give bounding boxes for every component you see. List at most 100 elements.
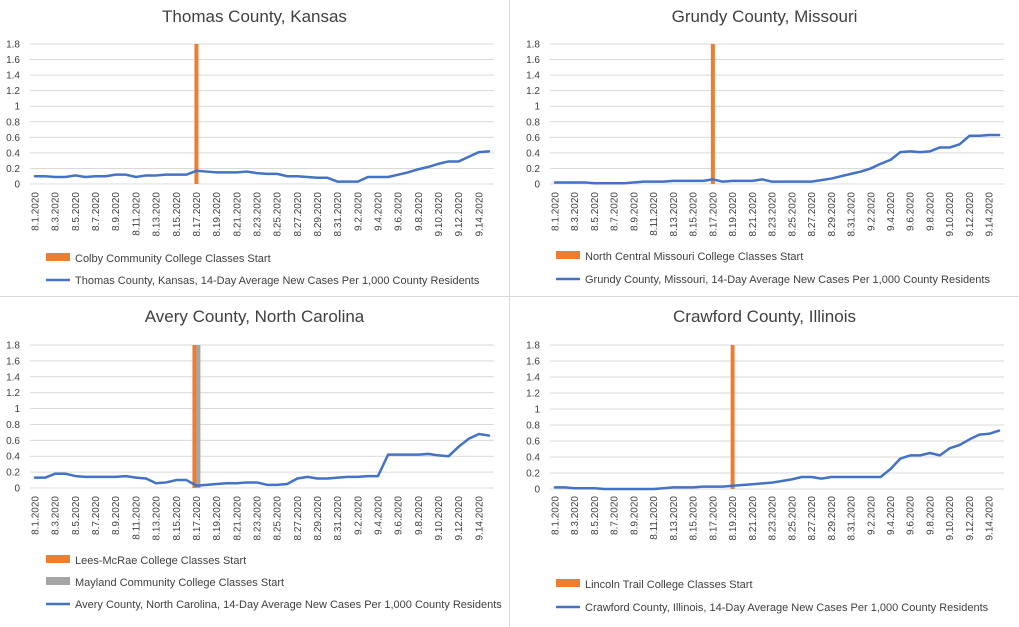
chart-svg: Thomas County, Kansas 1.8 1.6 1.4 1.2 1 0.8 0.6… bbox=[6, 7, 494, 287]
y-tick-label: 1.8 bbox=[526, 40, 540, 51]
x-tick-label: 9.4.2020 bbox=[374, 496, 385, 535]
chart-panel-crawford-county: Crawford County, Illinois 1.8 1.6 1.4 1.2 1 0.… bbox=[510, 297, 1019, 627]
x-tick-label: 8.15.2020 bbox=[172, 192, 183, 237]
x-tick-label: 8.9.2020 bbox=[111, 496, 122, 535]
y-tick-label: 0.6 bbox=[6, 133, 20, 144]
x-tick-label: 8.9.2020 bbox=[629, 192, 640, 231]
x-tick-label: 8.23.2020 bbox=[768, 192, 779, 237]
y-tick-label: 1 bbox=[534, 102, 540, 113]
y-tick-label: 0.2 bbox=[6, 468, 20, 479]
x-tick-label: 8.3.2020 bbox=[570, 496, 581, 535]
x-tick-label: 8.11.2020 bbox=[649, 496, 660, 540]
legend-label: Lees-McRae College Classes Start bbox=[75, 555, 246, 567]
y-tick-label: 0 bbox=[534, 485, 540, 496]
class-start-bar bbox=[710, 44, 715, 184]
y-tick-label: 1.4 bbox=[526, 373, 540, 384]
x-tick-label: 8.15.2020 bbox=[689, 192, 700, 237]
series-line bbox=[33, 150, 491, 183]
x-tick-label: 9.14.2020 bbox=[474, 192, 485, 237]
x-tick-label: 9.12.2020 bbox=[965, 496, 976, 541]
x-tick-label: 8.21.2020 bbox=[232, 496, 243, 541]
y-tick-label: 1.8 bbox=[6, 341, 20, 352]
y-tick-label: 0.4 bbox=[526, 453, 540, 464]
legend-label: Thomas County, Kansas, 14-Day Average Ne… bbox=[75, 275, 480, 287]
y-tick-label: 1 bbox=[534, 405, 540, 416]
x-tick-label: 8.19.2020 bbox=[212, 192, 223, 237]
chart-title: Grundy County, Missouri bbox=[672, 7, 858, 26]
chart-svg: Avery County, North Carolina 1.8 1.6 1.4 1.2… bbox=[6, 307, 502, 611]
chart-title: Thomas County, Kansas bbox=[162, 7, 347, 26]
x-tick-label: 8.31.2020 bbox=[333, 496, 344, 541]
y-tick-label: 0 bbox=[14, 180, 20, 191]
x-tick-label: 9.14.2020 bbox=[985, 496, 996, 541]
chart-title: Crawford County, Illinois bbox=[673, 307, 856, 326]
x-tick-label: 8.13.2020 bbox=[669, 192, 680, 237]
legend-bar-swatch bbox=[556, 251, 580, 259]
x-tick-label: 8.15.2020 bbox=[172, 496, 183, 541]
x-tick-label: 9.4.2020 bbox=[886, 192, 897, 231]
x-tick-label: 9.2.2020 bbox=[866, 496, 877, 535]
y-tick-label: 0.4 bbox=[6, 452, 20, 463]
x-tick-label: 8.1.2020 bbox=[550, 192, 561, 231]
x-tick-label: 9.4.2020 bbox=[374, 192, 385, 231]
x-tick-label: 9.14.2020 bbox=[985, 192, 996, 237]
legend-bar-swatch bbox=[46, 577, 70, 585]
x-tick-label: 8.5.2020 bbox=[71, 192, 82, 231]
y-tick-label: 0 bbox=[14, 484, 20, 495]
legend-label: Mayland Community College Classes Start bbox=[75, 577, 284, 589]
y-tick-label: 1 bbox=[14, 404, 20, 415]
x-tick-label: 8.27.2020 bbox=[293, 496, 304, 541]
chart-panel-grundy-county: Grundy County, Missouri 1.8 1.6 1.4 1.2 1 0.8 0… bbox=[510, 0, 1019, 296]
x-tick-label: 9.2.2020 bbox=[866, 192, 877, 231]
x-tick-label: 8.21.2020 bbox=[232, 192, 243, 237]
y-tick-label: 0.2 bbox=[526, 164, 540, 175]
x-tick-label: 9.8.2020 bbox=[414, 496, 425, 535]
x-tick-label: 9.10.2020 bbox=[434, 496, 445, 541]
x-tick-label: 8.13.2020 bbox=[152, 192, 163, 237]
y-tick-label: 1.6 bbox=[526, 55, 540, 66]
y-tick-label: 1.6 bbox=[6, 55, 20, 66]
y-tick-label: 1.2 bbox=[526, 389, 540, 400]
legend-bar-swatch bbox=[556, 579, 580, 587]
y-tick-label: 1.2 bbox=[6, 86, 20, 97]
y-tick-label: 1.2 bbox=[6, 388, 20, 399]
x-tick-label: 8.19.2020 bbox=[728, 496, 739, 541]
x-tick-label: 8.15.2020 bbox=[689, 496, 700, 541]
chart-panel-avery-county: Avery County, North Carolina 1.8 1.6 1.4 1.2… bbox=[0, 297, 509, 627]
x-tick-label: 8.11.2020 bbox=[649, 192, 660, 236]
series-line bbox=[553, 429, 1001, 491]
x-tick-label: 8.17.2020 bbox=[192, 496, 203, 541]
legend-label: Lincoln Trail College Classes Start bbox=[585, 579, 753, 591]
x-tick-label: 8.1.2020 bbox=[550, 496, 561, 535]
y-tick-label: 1.4 bbox=[6, 71, 20, 82]
x-tick-label: 8.29.2020 bbox=[827, 496, 838, 541]
x-tick-label: 9.4.2020 bbox=[886, 496, 897, 535]
x-tick-label: 9.12.2020 bbox=[965, 192, 976, 237]
x-tick-label: 8.5.2020 bbox=[590, 192, 601, 231]
x-tick-label: 9.2.2020 bbox=[353, 496, 364, 535]
series-line bbox=[33, 432, 491, 487]
x-tick-label: 9.12.2020 bbox=[454, 496, 465, 541]
x-tick-label: 8.9.2020 bbox=[111, 192, 122, 231]
x-tick-label: 9.6.2020 bbox=[906, 496, 917, 535]
chart-svg: Crawford County, Illinois 1.8 1.6 1.4 1.2 1 0.… bbox=[526, 307, 1004, 614]
x-tick-label: 8.11.2020 bbox=[131, 192, 142, 236]
y-tick-label: 0.8 bbox=[6, 117, 20, 128]
x-tick-label: 8.25.2020 bbox=[273, 496, 284, 541]
x-tick-label: 8.7.2020 bbox=[91, 496, 102, 535]
legend-label: Colby Community College Classes Start bbox=[75, 253, 271, 265]
legend-label: North Central Missouri College Classes S… bbox=[585, 251, 803, 263]
legend-bar-swatch bbox=[46, 555, 70, 563]
y-tick-label: 0.8 bbox=[6, 420, 20, 431]
x-tick-label: 8.5.2020 bbox=[71, 496, 82, 535]
y-tick-label: 0.8 bbox=[526, 421, 540, 432]
legend-label: Crawford County, Illinois, 14-Day Averag… bbox=[585, 602, 989, 614]
class-start-bar bbox=[192, 345, 197, 488]
x-tick-label: 8.25.2020 bbox=[273, 192, 284, 237]
x-tick-label: 9.10.2020 bbox=[945, 192, 956, 237]
chart-panel-thomas-county: Thomas County, Kansas 1.8 1.6 1.4 1.2 1 0.8 0.6… bbox=[0, 0, 509, 296]
panel-divider-vertical bbox=[509, 0, 510, 627]
x-tick-label: 8.29.2020 bbox=[313, 192, 324, 237]
y-tick-label: 0 bbox=[534, 180, 540, 191]
